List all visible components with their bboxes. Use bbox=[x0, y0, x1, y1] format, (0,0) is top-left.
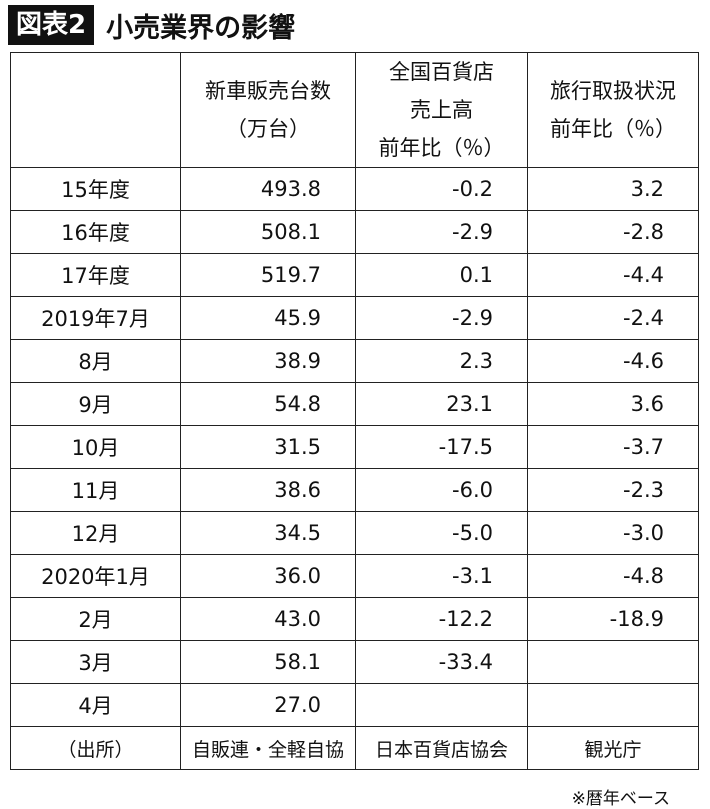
value-cell: -5.0 bbox=[355, 511, 528, 555]
data-row: 2月 43.0 -12.2 -18.9 bbox=[10, 597, 699, 641]
header-cell bbox=[10, 52, 181, 168]
header-cell: 全国百貨店売上高前年比（％） bbox=[355, 52, 528, 168]
row-label: 16年度 bbox=[10, 210, 181, 254]
value-cell: -12.2 bbox=[355, 597, 528, 641]
value-cell: -17.5 bbox=[355, 425, 528, 469]
source-cell: 日本百貨店協会 bbox=[355, 726, 528, 770]
value-cell bbox=[527, 683, 699, 727]
row-label: 12月 bbox=[10, 511, 181, 555]
value-cell: 38.9 bbox=[180, 339, 356, 383]
value-cell: -2.9 bbox=[355, 210, 528, 254]
table: 新車販売台数 （万台） 全国百貨店 売上高 前年比（％） 旅行取扱状況 前年比（％） 15年度… bbox=[10, 52, 699, 770]
row-label: 3月 bbox=[10, 640, 181, 684]
value-cell: -2.8 bbox=[527, 210, 699, 254]
header-line: 全国百貨店 bbox=[389, 60, 494, 84]
title: 小売業界の影響 bbox=[106, 12, 296, 44]
figure-badge: 図表2 bbox=[8, 5, 95, 45]
value-cell: 43.0 bbox=[180, 597, 356, 641]
value-cell: 493.8 bbox=[180, 167, 356, 211]
data-row: 10月 31.5 -17.5 -3.7 bbox=[10, 425, 699, 469]
header-line: 旅行取扱状況 bbox=[550, 79, 676, 103]
data-row: 12月 34.5 -5.0 -3.0 bbox=[10, 511, 699, 555]
value-cell: 2.3 bbox=[355, 339, 528, 383]
row-label: 10月 bbox=[10, 425, 181, 469]
value-cell: -6.0 bbox=[355, 468, 528, 512]
value-cell: 45.9 bbox=[180, 296, 356, 340]
row-label: 8月 bbox=[10, 339, 181, 383]
value-cell: 519.7 bbox=[180, 253, 356, 297]
value-cell: -4.6 bbox=[527, 339, 699, 383]
header-line: （万台） bbox=[226, 117, 310, 141]
header-line: 前年比（％） bbox=[378, 136, 505, 160]
value-cell: 27.0 bbox=[180, 683, 356, 727]
source-cell: 観光庁 bbox=[527, 726, 699, 770]
value-cell: 34.5 bbox=[180, 511, 356, 555]
value-cell: 31.5 bbox=[180, 425, 356, 469]
data-row: 11月 38.6 -6.0 -2.3 bbox=[10, 468, 699, 512]
data-row: 2019年7月 45.9 -2.9 -2.4 bbox=[10, 296, 699, 340]
row-label: 9月 bbox=[10, 382, 181, 426]
value-cell: -2.9 bbox=[355, 296, 528, 340]
data-row: 9月 54.8 23.1 3.6 bbox=[10, 382, 699, 426]
header-cell: 新車販売台数 （万台） bbox=[180, 52, 356, 168]
value-cell: -4.8 bbox=[527, 554, 699, 598]
value-cell: 3.6 bbox=[527, 382, 699, 426]
data-row: 17年度 519.7 0.1 -4.4 bbox=[10, 253, 699, 297]
source-cell: （出所） bbox=[10, 726, 181, 770]
header-line: 売上高 bbox=[410, 98, 473, 122]
data-row: 16年度 508.1 -2.9 -2.8 bbox=[10, 210, 699, 254]
row-label: 17年度 bbox=[10, 253, 181, 297]
row-label: 2020年1月 bbox=[10, 554, 181, 598]
value-cell bbox=[355, 683, 528, 727]
value-cell: 54.8 bbox=[180, 382, 356, 426]
value-cell: -33.4 bbox=[355, 640, 528, 684]
value-cell: -3.0 bbox=[527, 511, 699, 555]
header-line: 新車販売台数 bbox=[205, 79, 331, 103]
source-row: （出所） 自販連・全軽自協 日本百貨店協会 観光庁 bbox=[10, 726, 699, 770]
header-line: 前年比（％） bbox=[550, 117, 676, 141]
value-cell: -3.1 bbox=[355, 554, 528, 598]
title-row: 図表2 小売業界の影響 bbox=[8, 4, 295, 46]
header-row: 新車販売台数 （万台） 全国百貨店 売上高 前年比（％） 旅行取扱状況 前年比（％） bbox=[10, 52, 699, 168]
data-row: 15年度 493.8 -0.2 3.2 bbox=[10, 167, 699, 211]
value-cell: 36.0 bbox=[180, 554, 356, 598]
source-cell: 自販連・全軽自協 bbox=[180, 726, 356, 770]
header-cell: 旅行取扱状況 前年比（％） bbox=[527, 52, 699, 168]
row-label: 15年度 bbox=[10, 167, 181, 211]
value-cell: -0.2 bbox=[355, 167, 528, 211]
row-label: 4月 bbox=[10, 683, 181, 727]
value-cell: 23.1 bbox=[355, 382, 528, 426]
data-row: 4月 27.0 bbox=[10, 683, 699, 727]
row-label: 2月 bbox=[10, 597, 181, 641]
value-cell: 0.1 bbox=[355, 253, 528, 297]
value-cell: -3.7 bbox=[527, 425, 699, 469]
value-cell: 3.2 bbox=[527, 167, 699, 211]
row-label: 2019年7月 bbox=[10, 296, 181, 340]
value-cell: 58.1 bbox=[180, 640, 356, 684]
value-cell: 508.1 bbox=[180, 210, 356, 254]
value-cell: -2.4 bbox=[527, 296, 699, 340]
row-label: 11月 bbox=[10, 468, 181, 512]
value-cell bbox=[527, 640, 699, 684]
data-row: 3月 58.1 -33.4 bbox=[10, 640, 699, 684]
footnote: ※暦年ベース bbox=[571, 789, 670, 809]
value-cell: -2.3 bbox=[527, 468, 699, 512]
data-row: 2020年1月 36.0 -3.1 -4.8 bbox=[10, 554, 699, 598]
value-cell: -18.9 bbox=[527, 597, 699, 641]
value-cell: 38.6 bbox=[180, 468, 356, 512]
value-cell: -4.4 bbox=[527, 253, 699, 297]
data-row: 8月 38.9 2.3 -4.6 bbox=[10, 339, 699, 383]
